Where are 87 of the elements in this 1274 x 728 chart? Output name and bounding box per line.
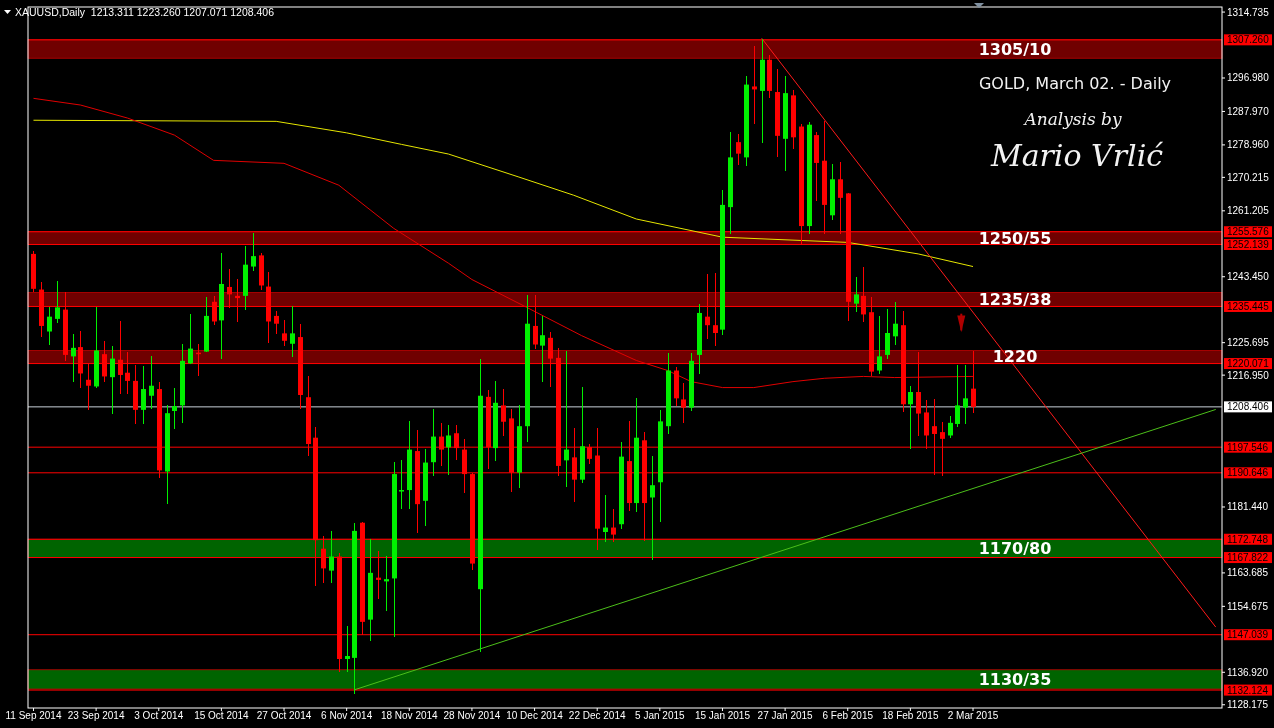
candlestick [908,385,913,449]
x-tick-label: 23 Sep 2014 [67,710,125,721]
ref-line-label: 1235.445 [1227,300,1270,312]
candlestick [345,625,350,672]
x-tick-label: 15 Oct 2014 [194,710,250,721]
ref-line-label: 1167.822 [1227,552,1269,564]
x-tick-label: 10 Dec 2014 [506,710,564,721]
y-tick-label: 1154.675 [1227,600,1269,612]
y-tick-label: 1296.980 [1227,72,1270,84]
y-tick-label: 1163.685 [1227,567,1269,579]
candlestick [290,305,295,358]
y-tick-label: 1225.695 [1227,337,1270,349]
candlestick [736,134,741,165]
y-tick-label: 1261.205 [1227,205,1270,217]
candlestick [877,315,882,374]
annotation: Mario Vrlić [989,138,1164,173]
y-tick-label: 1270.215 [1227,171,1270,183]
candlestick [251,233,256,272]
candlestick [955,364,960,427]
candlestick [329,531,334,583]
candlestick [399,460,404,509]
x-tick-label: 6 Nov 2014 [321,710,373,721]
ref-line-label: 1190.646 [1227,467,1269,479]
candlestick [71,333,76,382]
chart-title: XAUUSD,Daily 1213.311 1223.260 1207.071 1208.406 [15,6,275,18]
candlestick [540,315,545,382]
candlestick [963,364,968,424]
band-label: 1235/38 [978,289,1052,309]
y-tick-label: 1314.735 [1227,6,1270,18]
annotation: Analysis by [1022,109,1122,129]
band-label: 1170/80 [978,538,1052,558]
x-tick-label: 5 Jan 2015 [635,710,686,721]
candlestick [681,383,686,423]
candlestick [149,355,154,409]
y-tick-label: 1278.960 [1227,139,1270,151]
x-tick-label: 27 Jan 2015 [757,710,814,721]
y-tick-label: 1181.440 [1227,501,1269,513]
candlestick [564,350,569,487]
y-tick-label: 1128.175 [1227,699,1269,711]
candlestick [384,555,389,612]
x-tick-label: 2 Mar 2015 [947,710,999,721]
annotation: GOLD, March 02. - Daily [978,74,1172,93]
candlestick [948,416,953,439]
ref-line-label: 1147.039 [1227,629,1269,641]
candlestick [188,314,193,365]
x-tick-label: 28 Nov 2014 [443,710,501,721]
candlestick [885,308,890,360]
candlestick [172,388,177,430]
y-tick-label: 1243.450 [1227,271,1270,283]
ref-line-label: 1172.748 [1227,533,1269,545]
y-tick-label: 1287.970 [1227,105,1270,117]
x-tick-label: 27 Oct 2014 [256,710,312,721]
y-tick-label: 1216.950 [1227,369,1270,381]
candlestick [650,455,655,560]
candlestick [446,425,451,475]
ref-line-label: 1252.139 [1227,238,1270,250]
ref-line-label: 1197.546 [1227,441,1269,453]
band-label: 1250/55 [978,228,1052,248]
candlestick [752,45,757,125]
x-tick-label: 6 Feb 2015 [822,710,874,721]
candlestick [110,346,115,415]
y-tick-label: 1136.920 [1227,666,1269,678]
candlestick [274,311,279,334]
ref-line-label: 1255.576 [1227,226,1270,238]
x-tick-label: 11 Sep 2014 [5,710,62,721]
band-label: 1305/10 [978,39,1052,59]
ref-line-label: 1307.260 [1227,34,1270,46]
candlestick [47,306,52,345]
x-tick-label: 3 Oct 2014 [134,710,184,721]
x-tick-label: 18 Feb 2015 [882,710,939,721]
ref-line-label: 1220.071 [1227,358,1270,370]
x-tick-label: 18 Nov 2014 [380,710,439,721]
x-tick-label: 15 Jan 2015 [694,710,751,721]
candlestick [282,319,287,347]
line-series [32,97,974,389]
candlestick [141,366,146,424]
ref-line-label: 1208.406 [1227,401,1270,413]
candlestick [854,276,859,312]
candlestick [55,281,60,324]
x-tick-label: 22 Dec 2014 [568,710,626,721]
band-label: 1130/35 [978,669,1052,689]
candlestick [893,302,898,346]
candlestick [501,388,506,437]
candlestick [603,495,608,543]
band-label: 1220 [992,347,1038,367]
ref-line-label: 1132.124 [1227,684,1269,696]
line-series [32,119,974,268]
